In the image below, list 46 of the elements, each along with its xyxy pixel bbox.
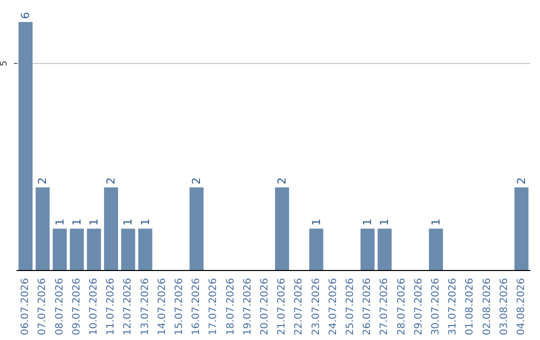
y-tick-label: 5 bbox=[0, 60, 10, 66]
data-label: 1 bbox=[53, 218, 66, 226]
x-tick-label: 07.07.2026 bbox=[37, 278, 48, 336]
x-tick-label: 12.07.2026 bbox=[122, 278, 134, 336]
x-tick-label: 16.07.2026 bbox=[191, 278, 202, 336]
data-label: 6 bbox=[19, 12, 32, 19]
data-label: 1 bbox=[361, 218, 374, 226]
data-label: 1 bbox=[122, 218, 135, 226]
x-tick-label: 02.08.2026 bbox=[482, 278, 493, 336]
x-tick-label: 11.07.2026 bbox=[106, 278, 117, 336]
x-tick-label: 28.07.2026 bbox=[396, 278, 408, 336]
x-tick-label: 01.08.2026 bbox=[464, 278, 476, 336]
x-tick-label: 26.07.2026 bbox=[362, 278, 374, 336]
x-tick-label: 30.07.2026 bbox=[430, 278, 442, 336]
x-tick-label: 08.07.2026 bbox=[54, 278, 66, 336]
x-tick-label: 10.07.2026 bbox=[88, 278, 100, 336]
x-tick-label: 13.07.2026 bbox=[140, 278, 151, 336]
x-tick-label: 17.07.2026 bbox=[208, 278, 220, 336]
x-tick-label: 15.07.2026 bbox=[174, 278, 185, 336]
x-tick-label: 24.07.2026 bbox=[328, 278, 339, 336]
x-tick-label: 19.07.2026 bbox=[242, 278, 254, 336]
x-tick-label: 23.07.2026 bbox=[310, 278, 322, 336]
data-label: 1 bbox=[310, 218, 323, 226]
data-label: 1 bbox=[378, 218, 392, 226]
data-label: 1 bbox=[138, 218, 152, 226]
x-tick-label: 21.07.2026 bbox=[276, 278, 288, 336]
data-label: 2 bbox=[104, 177, 118, 184]
x-tick-label: 31.07.2026 bbox=[448, 278, 459, 336]
data-label: 1 bbox=[429, 218, 442, 226]
data-label: 2 bbox=[36, 177, 50, 184]
data-label: 2 bbox=[514, 177, 528, 184]
data-label: 1 bbox=[87, 218, 100, 226]
x-tick-label: 20.07.2026 bbox=[259, 278, 270, 336]
x-tick-label: 14.07.2026 bbox=[156, 278, 168, 336]
data-label: 2 bbox=[190, 177, 204, 184]
x-tick-label: 04.08.2026 bbox=[516, 278, 527, 336]
x-tick-label: 18.07.2026 bbox=[225, 278, 236, 336]
data-label: 1 bbox=[70, 218, 84, 226]
x-tick-label: 09.07.2026 bbox=[71, 278, 82, 336]
x-tick-label: 03.08.2026 bbox=[498, 278, 510, 336]
x-tick-label: 25.07.2026 bbox=[344, 278, 356, 336]
x-tick-label: 22.07.2026 bbox=[294, 278, 305, 336]
data-label: 2 bbox=[276, 177, 289, 184]
x-tick-label: 06.07.2026 bbox=[20, 278, 32, 336]
x-tick-label: 29.07.2026 bbox=[413, 278, 424, 336]
x-tick-label: 27.07.2026 bbox=[379, 278, 390, 336]
